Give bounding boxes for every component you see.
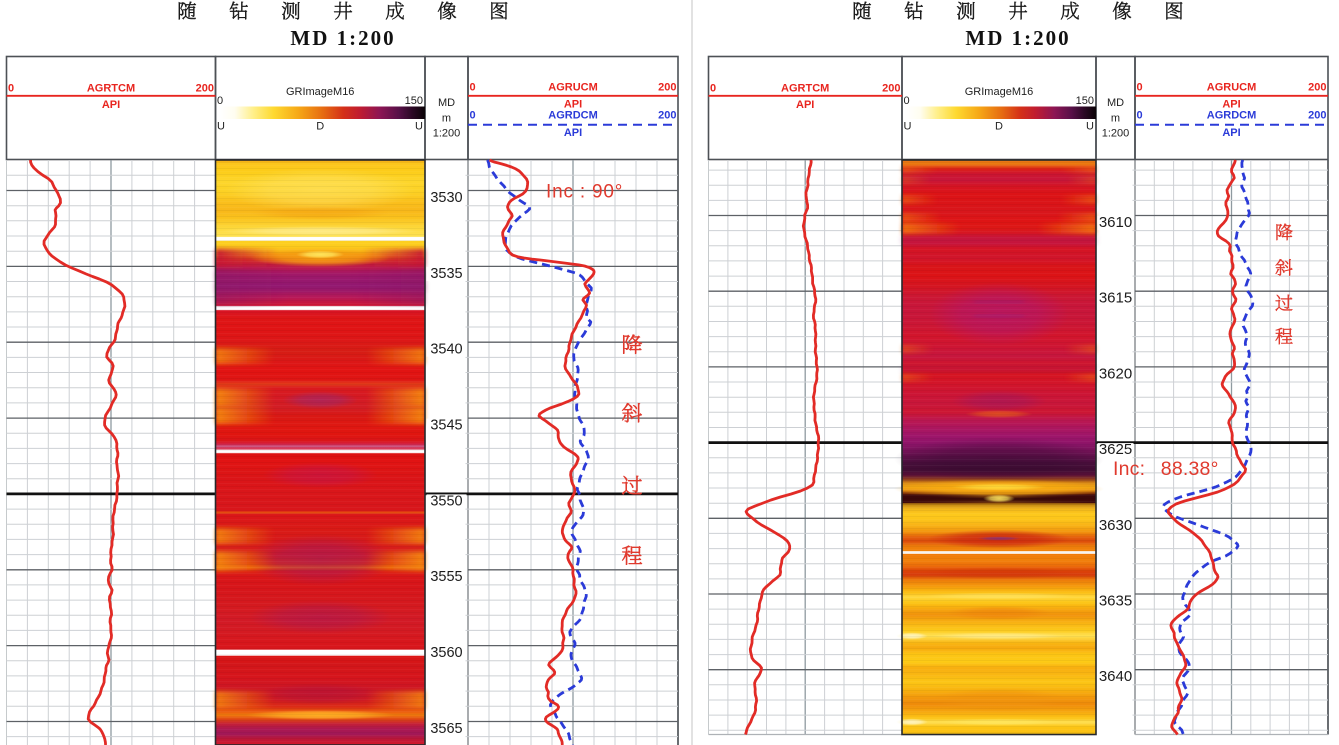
svg-text:0: 0 (217, 95, 223, 107)
svg-text:Inc: 88.38°: Inc: 88.38° (1113, 458, 1219, 480)
svg-text:0: 0 (710, 83, 716, 95)
svg-text:200: 200 (658, 82, 676, 94)
svg-text:200: 200 (882, 83, 900, 95)
svg-text:MD: MD (438, 97, 455, 109)
svg-text:0: 0 (1137, 110, 1143, 122)
svg-text:150: 150 (1076, 95, 1094, 107)
svg-text:3635: 3635 (1099, 593, 1132, 610)
svg-text:AGRTCM: AGRTCM (781, 83, 829, 95)
svg-text:3565: 3565 (430, 721, 462, 737)
svg-text:1:200: 1:200 (1102, 128, 1130, 140)
svg-text:GRImageM16: GRImageM16 (286, 86, 354, 98)
svg-text:MD 1:200: MD 1:200 (965, 26, 1070, 50)
svg-text:3560: 3560 (430, 645, 462, 661)
svg-text:3545: 3545 (430, 418, 462, 434)
svg-text:D: D (995, 121, 1003, 133)
svg-text:Inc : 90°: Inc : 90° (546, 182, 623, 203)
svg-text:0: 0 (904, 95, 910, 107)
svg-text:3540: 3540 (430, 342, 462, 358)
svg-text:3630: 3630 (1099, 517, 1132, 534)
svg-text:3620: 3620 (1099, 365, 1132, 382)
svg-text:3530: 3530 (430, 190, 462, 206)
svg-text:1:200: 1:200 (433, 128, 461, 140)
svg-text:0: 0 (1137, 82, 1143, 94)
svg-text:GRImageM16: GRImageM16 (965, 86, 1033, 98)
svg-text:200: 200 (1308, 110, 1326, 122)
svg-text:200: 200 (658, 110, 676, 122)
svg-text:API: API (796, 99, 814, 111)
svg-text:D: D (316, 121, 324, 133)
svg-text:3625: 3625 (1099, 441, 1132, 458)
svg-text:MD 1:200: MD 1:200 (290, 26, 395, 50)
svg-text:150: 150 (405, 95, 423, 107)
svg-text:MD: MD (1107, 97, 1124, 109)
svg-text:200: 200 (196, 83, 214, 95)
svg-text:3555: 3555 (430, 569, 462, 585)
svg-text:U: U (415, 121, 423, 133)
svg-text:AGRUCM: AGRUCM (1207, 82, 1257, 94)
svg-text:API: API (564, 99, 582, 111)
svg-text:3610: 3610 (1099, 214, 1132, 231)
svg-text:U: U (217, 121, 225, 133)
svg-text:AGRUCM: AGRUCM (548, 82, 598, 94)
svg-text:API: API (564, 127, 582, 139)
svg-text:API: API (102, 99, 120, 111)
svg-text:AGRDCM: AGRDCM (1207, 110, 1257, 122)
svg-text:0: 0 (8, 83, 14, 95)
svg-text:m: m (442, 113, 451, 125)
svg-text:200: 200 (1308, 82, 1326, 94)
svg-text:3615: 3615 (1099, 290, 1132, 307)
svg-text:AGRTCM: AGRTCM (87, 83, 135, 95)
svg-text:API: API (1222, 127, 1240, 139)
svg-text:m: m (1111, 113, 1120, 125)
svg-text:U: U (1086, 121, 1094, 133)
svg-text:3550: 3550 (430, 493, 462, 509)
svg-text:AGRDCM: AGRDCM (548, 110, 598, 122)
svg-text:U: U (904, 121, 912, 133)
svg-text:3640: 3640 (1099, 668, 1132, 685)
svg-text:0: 0 (470, 110, 476, 122)
svg-text:3535: 3535 (430, 266, 462, 282)
svg-text:API: API (1222, 99, 1240, 111)
svg-text:0: 0 (470, 82, 476, 94)
